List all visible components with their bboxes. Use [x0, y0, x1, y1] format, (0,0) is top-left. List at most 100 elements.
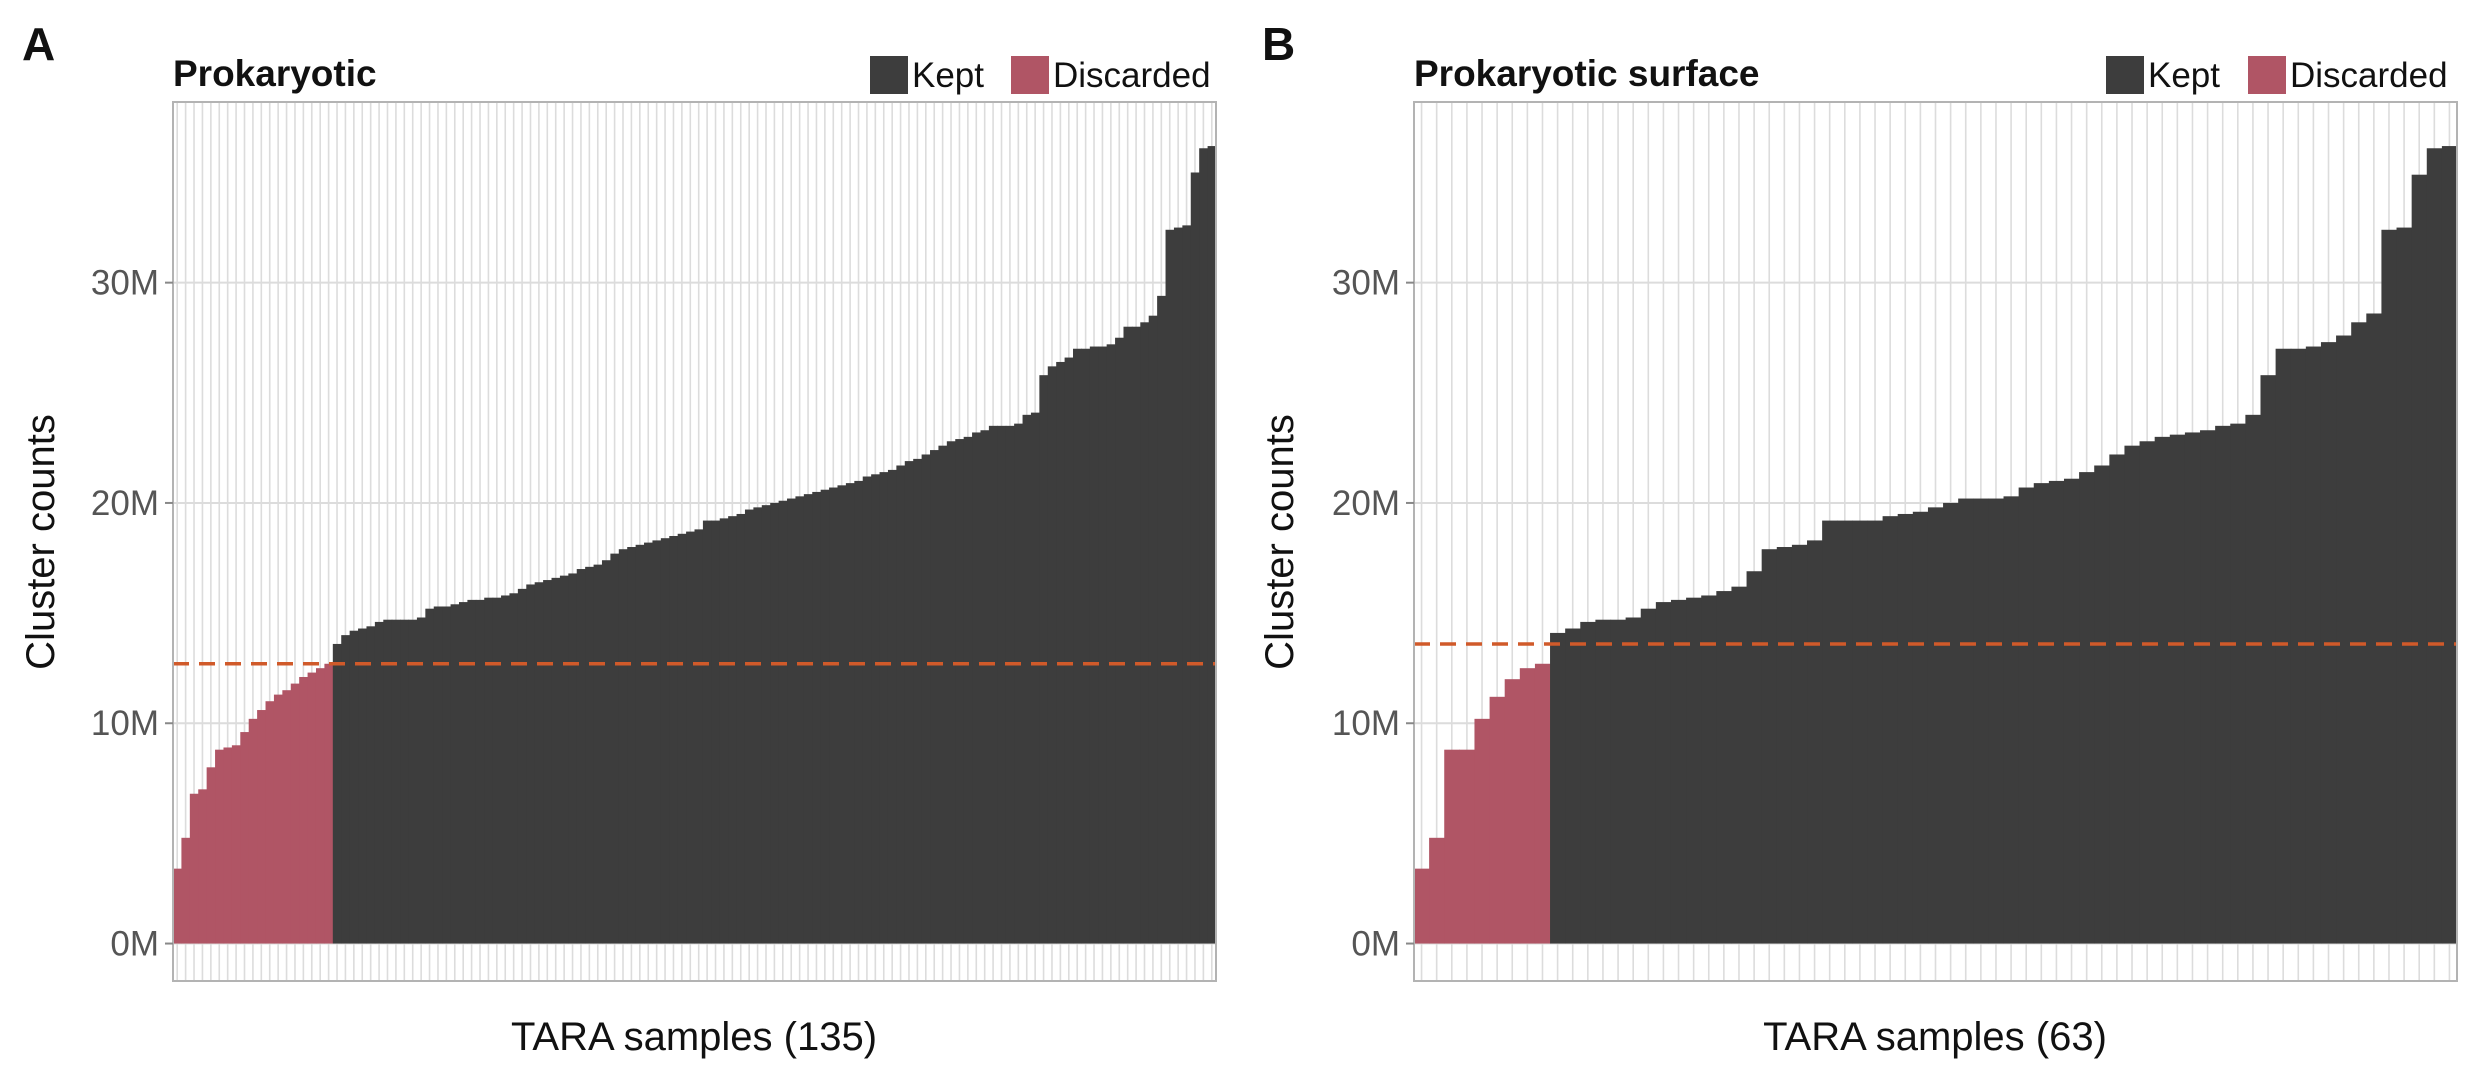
bar-kept	[1912, 511, 1929, 944]
bar-kept	[904, 461, 914, 944]
bar-kept	[1199, 148, 1209, 944]
legend-swatch-discarded	[1011, 56, 1049, 94]
bar-kept	[2094, 465, 2110, 944]
legend: Kept Discarded	[870, 56, 1211, 95]
bar-discarded	[299, 676, 309, 944]
bar-kept	[442, 606, 452, 944]
bar-kept	[1047, 366, 1057, 944]
bar-kept	[963, 436, 973, 944]
bar-discarded	[189, 793, 199, 944]
bar-kept	[635, 544, 645, 944]
plot-area: 0M 10M 20M 30M	[1332, 101, 2458, 982]
bar-kept	[2230, 423, 2246, 944]
bar-kept	[1882, 516, 1899, 944]
x-axis-label: TARA samples (135)	[511, 1015, 877, 1059]
bar-kept	[2063, 478, 2080, 944]
bar-kept	[400, 619, 410, 944]
bar-kept	[997, 425, 1007, 944]
bar-kept	[1807, 540, 1823, 944]
bar-kept	[1098, 346, 1108, 944]
bar-kept	[2154, 436, 2171, 944]
bar-kept	[1115, 337, 1125, 944]
y-tick-label: 0M	[1351, 925, 1400, 964]
bar-kept	[585, 566, 595, 944]
bar-kept	[501, 595, 511, 944]
bar-kept	[2109, 454, 2126, 944]
panel-label: B	[1262, 18, 1295, 70]
bar-discarded	[265, 701, 275, 944]
bar-kept	[1701, 595, 1717, 944]
bars	[173, 146, 1217, 944]
bar-kept	[416, 617, 426, 944]
bar-kept	[341, 635, 351, 944]
bar-kept	[1550, 632, 1566, 944]
bar-kept	[988, 425, 998, 944]
bar-kept	[1610, 619, 1627, 944]
y-axis-ticks: 0M 10M 20M 30M	[1332, 264, 1414, 964]
bar-kept	[753, 507, 763, 944]
bar-kept	[795, 496, 805, 944]
y-axis-ticks: 0M 10M 20M 30M	[91, 264, 173, 964]
bar-kept	[517, 588, 527, 944]
bar-discarded	[1444, 749, 1460, 944]
legend-label-discarded: Discarded	[2290, 56, 2448, 95]
legend-swatch-discarded	[2248, 56, 2286, 94]
bar-discarded	[248, 718, 258, 944]
bar-kept	[358, 628, 368, 944]
bar-kept	[803, 494, 813, 944]
bar-kept	[408, 619, 418, 944]
legend-swatch-kept	[2106, 56, 2144, 94]
bar-kept	[787, 498, 797, 944]
bar-kept	[921, 454, 931, 944]
bar-kept	[2003, 496, 2020, 944]
bar-kept	[829, 487, 839, 944]
bar-kept	[374, 621, 384, 944]
bar-kept	[711, 520, 721, 944]
bar-kept	[1837, 520, 1853, 944]
bar-kept	[1625, 617, 1642, 944]
bar-kept	[475, 599, 485, 944]
bar-kept	[2290, 348, 2307, 944]
bar-kept	[1731, 586, 1748, 944]
bar-kept	[1190, 172, 1200, 944]
bar-kept	[1958, 498, 1974, 944]
bar-kept	[2275, 348, 2292, 944]
bar-kept	[677, 533, 687, 944]
bar-kept	[1897, 513, 1914, 944]
bar-kept	[2396, 227, 2413, 944]
bar-kept	[686, 531, 696, 944]
bar-kept	[1927, 507, 1944, 944]
bar-discarded	[231, 745, 241, 944]
bar-kept	[1056, 361, 1066, 944]
bar-discarded	[206, 767, 216, 944]
bar-discarded	[315, 668, 326, 944]
bar-kept	[2245, 414, 2262, 944]
legend: Kept Discarded	[2106, 56, 2448, 95]
bar-discarded	[1459, 749, 1476, 944]
bar-kept	[2139, 441, 2156, 944]
legend-label-kept: Kept	[2148, 56, 2220, 95]
bar-kept	[2018, 487, 2035, 944]
bar-kept	[484, 597, 494, 944]
bar-kept	[820, 489, 830, 944]
bar-kept	[332, 643, 342, 944]
panel-a: A Prokaryotic Kept Discarded 0M 10M 20M 30M…	[19, 18, 1217, 1059]
panel-label: A	[22, 18, 55, 70]
bar-kept	[1207, 146, 1217, 944]
legend-label-discarded: Discarded	[1053, 56, 1211, 95]
bar-discarded	[173, 868, 183, 944]
bar-discarded	[198, 789, 208, 944]
panel-border	[172, 101, 1217, 982]
bar-kept	[1131, 326, 1141, 944]
bar-kept	[1761, 549, 1778, 944]
bar-kept	[1030, 412, 1040, 944]
bar-kept	[2411, 174, 2428, 944]
y-tick-label: 0M	[110, 925, 159, 964]
bar-kept	[391, 619, 401, 944]
y-tick-label: 30M	[1332, 264, 1400, 303]
bar-kept	[728, 516, 738, 944]
bar-kept	[845, 483, 855, 944]
bar-kept	[458, 602, 468, 944]
bar-kept	[576, 569, 586, 944]
bar-kept	[1943, 502, 1959, 944]
